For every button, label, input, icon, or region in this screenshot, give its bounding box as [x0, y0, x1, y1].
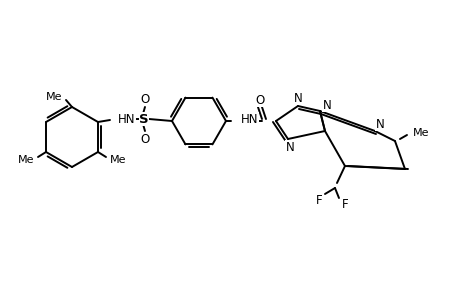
Text: O: O: [140, 92, 149, 106]
Text: Me: Me: [412, 128, 429, 138]
Text: Me: Me: [17, 155, 34, 165]
Text: Me: Me: [45, 92, 62, 102]
Text: O: O: [255, 94, 264, 106]
Text: HN: HN: [118, 112, 135, 125]
Text: N: N: [375, 118, 384, 130]
Text: N: N: [285, 140, 294, 154]
Text: F: F: [315, 194, 322, 208]
Text: O: O: [140, 133, 149, 146]
Text: N: N: [293, 92, 302, 104]
Text: N: N: [322, 98, 330, 112]
Text: Me: Me: [110, 155, 126, 165]
Text: HN: HN: [241, 112, 258, 125]
Text: F: F: [341, 199, 347, 212]
Text: S: S: [139, 112, 148, 125]
